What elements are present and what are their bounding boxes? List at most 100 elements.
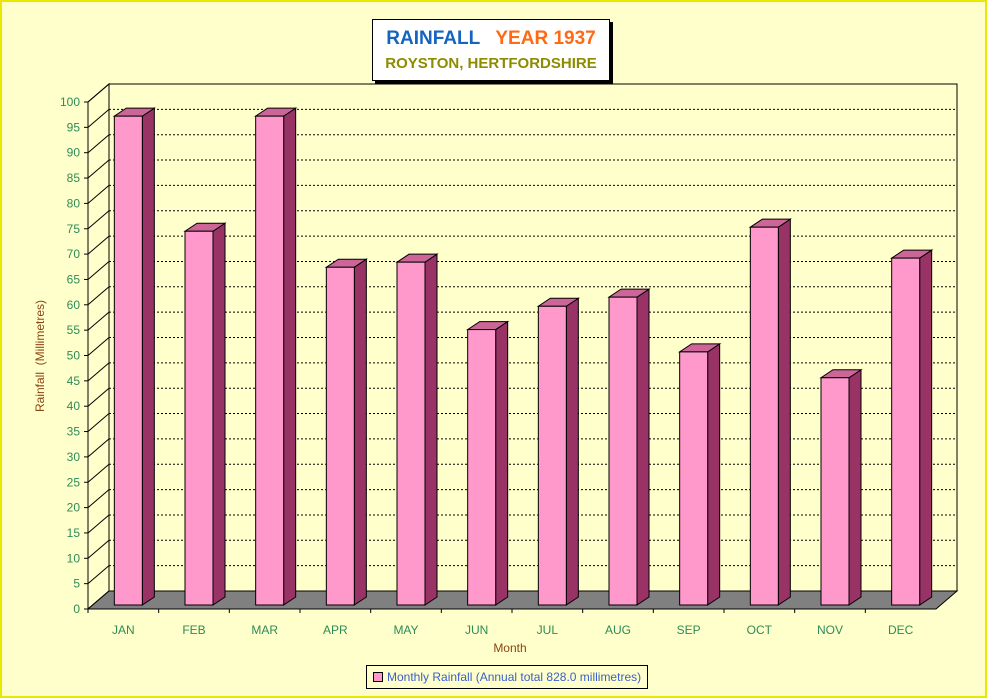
chart-title: RAINFALL YEAR 1937 xyxy=(373,28,609,50)
gridline-depth xyxy=(87,83,110,103)
gridline-depth xyxy=(87,387,110,407)
legend-label: Monthly Rainfall (Annual total 828.0 mil… xyxy=(387,670,642,684)
legend-swatch xyxy=(373,672,383,682)
bar-side xyxy=(565,297,579,606)
x-tick-label: JAN xyxy=(112,623,135,637)
x-tick-label: DEC xyxy=(888,623,914,637)
y-tick-label: 5 xyxy=(73,577,80,591)
x-tick-label: JUL xyxy=(537,623,559,637)
bar xyxy=(536,297,580,606)
y-tick-label: 15 xyxy=(67,526,81,540)
gridline-depth xyxy=(87,539,110,559)
bar xyxy=(254,107,298,606)
bar xyxy=(748,218,792,606)
y-tick-label: 80 xyxy=(67,196,81,210)
bar-side xyxy=(495,320,509,606)
y-tick-label: 35 xyxy=(67,425,81,439)
x-tick-label: OCT xyxy=(747,623,773,637)
x-tick-label: SEP xyxy=(677,623,701,637)
chart-title-box: RAINFALL YEAR 1937 ROYSTON, HERTFORDSHIR… xyxy=(372,19,610,81)
bar-side xyxy=(848,368,862,606)
bar xyxy=(183,222,227,606)
bar-side xyxy=(283,107,297,606)
bar-side xyxy=(353,258,367,606)
bar-front xyxy=(467,329,497,606)
bar-side xyxy=(707,342,721,606)
gridline-depth xyxy=(87,311,110,331)
gridline-depth xyxy=(87,185,110,204)
bar-side xyxy=(919,249,933,606)
gridline-depth xyxy=(87,438,110,458)
gridline-depth xyxy=(87,108,110,128)
gridline-depth xyxy=(87,362,110,382)
gridline-depth xyxy=(87,337,110,356)
bar-front xyxy=(749,226,779,606)
gridline-depth xyxy=(87,261,110,280)
y-tick-label: 0 xyxy=(73,602,80,616)
y-tick-label: 60 xyxy=(67,298,81,312)
gridline-depth xyxy=(87,210,110,230)
bar-side xyxy=(424,253,438,606)
y-tick-label: 90 xyxy=(67,146,81,160)
gridline-depth xyxy=(87,463,110,483)
bar-side xyxy=(636,288,650,606)
x-tick-label: APR xyxy=(323,623,348,637)
y-tick-label: 65 xyxy=(67,272,81,286)
bar xyxy=(466,320,510,606)
bar-front xyxy=(608,296,638,606)
gridline-depth xyxy=(87,286,110,306)
bar-front xyxy=(113,115,143,606)
x-tick-label: AUG xyxy=(605,623,631,637)
bar-front xyxy=(820,377,850,606)
x-tick-label: MAY xyxy=(393,623,418,637)
y-tick-label: 70 xyxy=(67,247,81,261)
bar-front xyxy=(255,115,285,606)
gridline-depth xyxy=(87,159,110,179)
x-axis-title: Month xyxy=(493,641,526,655)
y-tick-label: 30 xyxy=(67,450,81,464)
bar-front xyxy=(184,230,214,606)
legend: Monthly Rainfall (Annual total 828.0 mil… xyxy=(366,665,649,689)
bar-front xyxy=(325,266,355,606)
bar xyxy=(819,368,863,606)
gridline-depth xyxy=(87,565,110,585)
x-tick-label: JUN xyxy=(465,623,488,637)
y-tick-label: 55 xyxy=(67,323,81,337)
x-tick-label: NOV xyxy=(817,623,843,637)
bar-front xyxy=(891,257,921,606)
y-tick-label: 50 xyxy=(67,349,81,363)
y-tick-label: 25 xyxy=(67,475,81,489)
chart-subtitle: ROYSTON, HERTFORDSHIRE xyxy=(385,55,597,72)
bar-front xyxy=(679,351,709,606)
bar xyxy=(678,342,722,606)
y-tick-label: 40 xyxy=(67,399,81,413)
bar-front xyxy=(537,305,567,606)
bar xyxy=(112,107,156,606)
y-tick-label: 45 xyxy=(67,374,81,388)
gridline-depth xyxy=(87,413,110,432)
y-tick-label: 20 xyxy=(67,501,81,515)
y-tick-label: 75 xyxy=(67,222,81,236)
bar-side xyxy=(141,107,155,606)
bar xyxy=(324,258,368,606)
bar-side xyxy=(777,218,791,606)
bar-side xyxy=(212,222,226,606)
gridline-depth xyxy=(87,514,110,534)
bar-front xyxy=(396,261,426,606)
x-tick-label: MAR xyxy=(251,623,278,637)
y-tick-label: 95 xyxy=(67,120,81,134)
gridline-depth xyxy=(87,489,110,508)
gridline-depth xyxy=(87,235,110,255)
chart-title-year: YEAR 1937 xyxy=(495,28,596,49)
y-tick-label: 100 xyxy=(60,95,80,109)
bar xyxy=(890,249,934,606)
y-axis-title: Rainfall (Millimetres) xyxy=(33,300,47,412)
chart-title-main: RAINFALL xyxy=(386,28,480,49)
bar xyxy=(395,253,439,606)
y-tick-label: 10 xyxy=(67,551,81,565)
x-tick-label: FEB xyxy=(182,623,205,637)
gridline-depth xyxy=(87,134,110,154)
y-tick-label: 85 xyxy=(67,171,81,185)
bar xyxy=(607,288,651,606)
